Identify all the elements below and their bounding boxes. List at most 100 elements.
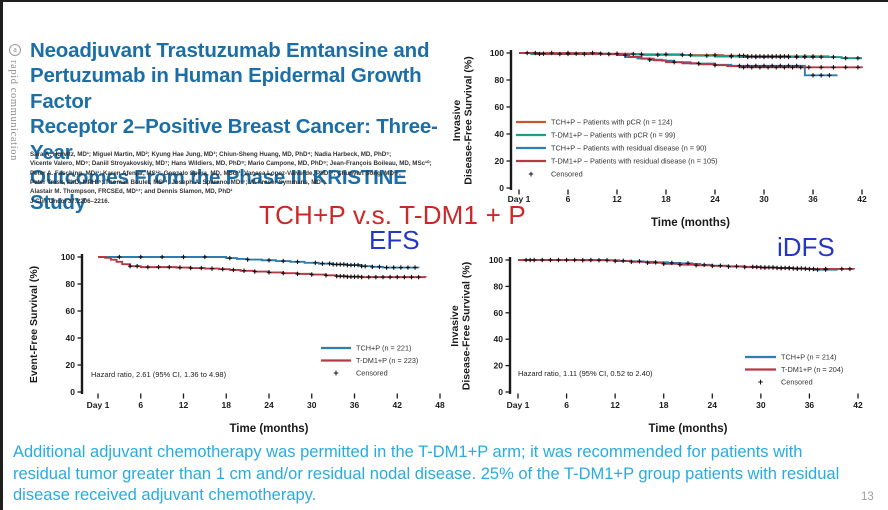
y-axis: 100 80 60 40 20 0 Invasive Disease-Free Surviva… (451, 48, 513, 193)
svg-text:36: 36 (350, 400, 360, 410)
svg-text:20: 20 (494, 361, 504, 371)
svg-text:30: 30 (756, 400, 766, 410)
km-curve-1 (98, 256, 427, 279)
censor-marks-1 (524, 50, 861, 61)
svg-text:40: 40 (495, 129, 505, 139)
svg-text:42: 42 (853, 400, 863, 410)
censor-marks-1 (523, 257, 853, 272)
idfs-chart: 100 80 60 40 20 0 Invasive Disease-Free Surviva… (448, 245, 888, 445)
legend: TCH+P (n = 221) T-DM1+P (n = 223) + Censore… (321, 344, 418, 378)
citation: J Clin Oncol 37:2206–2216. (30, 198, 110, 205)
svg-text:T-DM1+P – Patients with pCR (n: T-DM1+P – Patients with pCR (n = 99) (551, 131, 675, 140)
svg-text:T-DM1+P (n = 223): T-DM1+P (n = 223) (356, 356, 418, 365)
y-axis-title: Invasive (451, 100, 463, 142)
svg-text:24: 24 (708, 400, 718, 410)
svg-text:60: 60 (495, 102, 505, 112)
svg-text:42: 42 (857, 194, 867, 204)
legend: TCH+P – Patients with pCR (n = 124) T-DM1… (516, 118, 718, 179)
svg-text:12: 12 (612, 194, 622, 204)
censor-marks-3 (537, 51, 861, 70)
svg-text:80: 80 (495, 75, 505, 85)
comparison-annotation: TCH+P v.s. T-DM1 + P (259, 200, 526, 230)
y-axis-title: Invasive (449, 305, 461, 347)
x-axis: Day 1 6 12 18 24 30 36 42 Time (months) (508, 189, 867, 229)
svg-text:Day 1: Day 1 (508, 194, 531, 204)
paper-title: Neoadjuvant Trastuzumab Emtansine and Pe… (30, 39, 438, 215)
censor-marks-1 (127, 263, 421, 280)
svg-text:36: 36 (805, 400, 815, 410)
x-axis: Day 1 6 12 18 24 30 36 42 Time (months) (507, 393, 863, 435)
journal-logo-icon: a (9, 44, 21, 56)
svg-text:20: 20 (66, 360, 76, 370)
svg-text:24: 24 (264, 400, 274, 410)
censor-marks-0 (117, 254, 418, 270)
y-axis: 100 80 60 40 20 0 Event-Free Survival (%) (28, 252, 84, 397)
hazard-ratio-annotation: Hazard ratio, 2.61 (95% CI, 1.36 to 4.98… (91, 370, 227, 379)
svg-text:6: 6 (566, 194, 571, 204)
page-number: 13 (861, 491, 874, 503)
y-axis-title: Event-Free Survival (%) (28, 266, 40, 383)
svg-text:40: 40 (494, 334, 504, 344)
author-list: Sara A. Hurvitz, MD¹; Miguel Martin, MD²… (30, 151, 432, 196)
idfs-label: iDFS (777, 232, 835, 262)
x-axis-title: Time (months) (229, 423, 308, 435)
svg-text:42: 42 (393, 400, 403, 410)
svg-text:100: 100 (490, 48, 504, 58)
efs-chart-svg: 100 80 60 40 20 0 Event-Free Survival (%) Day 1… (28, 252, 445, 435)
svg-text:Censored: Censored (551, 170, 583, 179)
svg-text:30: 30 (759, 194, 769, 204)
y-axis: 100 80 60 40 20 0 Invasive Disease-Free Surviva… (449, 255, 512, 397)
svg-text:Day 1: Day 1 (87, 400, 110, 410)
svg-text:36: 36 (808, 194, 818, 204)
svg-text:6: 6 (138, 400, 143, 410)
censored-plus-icon: + (758, 377, 763, 387)
svg-text:80: 80 (66, 279, 76, 289)
svg-text:60: 60 (494, 308, 504, 318)
svg-text:20: 20 (495, 156, 505, 166)
svg-text:0: 0 (498, 387, 503, 397)
idfs-by-pcr-chart: 100 80 60 40 20 0 Invasive Disease-Free Surviva… (448, 30, 888, 242)
svg-text:18: 18 (222, 400, 232, 410)
svg-text:12: 12 (179, 400, 189, 410)
y-axis-title: Disease-Free Survival (%) (463, 56, 475, 184)
km-curve-1 (518, 259, 855, 270)
efs-chart: 100 80 60 40 20 0 Event-Free Survival (%) Day 1… (11, 245, 461, 445)
svg-text:T-DM1+P (n = 204): T-DM1+P (n = 204) (781, 365, 843, 374)
svg-text:0: 0 (70, 387, 75, 397)
svg-text:18: 18 (659, 400, 669, 410)
svg-text:Censored: Censored (356, 369, 388, 378)
svg-text:TCH+P – Patients with pCR (n =: TCH+P – Patients with pCR (n = 124) (551, 118, 673, 127)
svg-text:0: 0 (499, 183, 504, 193)
censored-plus-icon: + (333, 368, 338, 378)
journal-sidebar-label: rapid communication (8, 60, 19, 161)
svg-text:60: 60 (66, 306, 76, 316)
censored-plus-icon: + (528, 169, 533, 179)
svg-text:6: 6 (564, 400, 569, 410)
svg-text:12: 12 (610, 400, 620, 410)
svg-text:18: 18 (661, 194, 671, 204)
svg-text:30: 30 (307, 400, 317, 410)
svg-text:24: 24 (710, 194, 720, 204)
hazard-ratio-annotation: Hazard ratio, 1.11 (95% CI, 0.52 to 2.40… (518, 369, 653, 378)
censor-marks-2 (541, 51, 832, 78)
idfs-chart-svg: 100 80 60 40 20 0 Invasive Disease-Free Surviva… (449, 255, 863, 435)
svg-text:80: 80 (494, 281, 504, 291)
legend: TCH+P (n = 214) T-DM1+P (n = 204) + Censore… (745, 353, 843, 387)
svg-text:TCH+P (n = 221): TCH+P (n = 221) (356, 344, 411, 353)
svg-text:48: 48 (435, 400, 445, 410)
svg-text:TCH+P – Patients with residual: TCH+P – Patients with residual disease (… (551, 144, 707, 153)
svg-text:Censored: Censored (781, 378, 813, 387)
efs-label: EFS (369, 225, 420, 255)
svg-text:40: 40 (66, 333, 76, 343)
svg-text:T-DM1+P – Patients with residu: T-DM1+P – Patients with residual disease… (551, 157, 718, 166)
y-axis-title: Disease-Free Survival (%) (461, 262, 473, 390)
svg-text:100: 100 (61, 252, 75, 262)
x-axis-title: Time (months) (648, 423, 727, 435)
x-axis-title: Time (months) (651, 217, 730, 229)
svg-text:TCH+P (n = 214): TCH+P (n = 214) (781, 353, 836, 362)
footnote: Additional adjuvant chemotherapy was per… (13, 443, 840, 504)
svg-text:Day 1: Day 1 (507, 400, 530, 410)
idfs-by-pcr-chart-svg: 100 80 60 40 20 0 Invasive Disease-Free Surviva… (451, 48, 867, 229)
svg-text:100: 100 (489, 255, 503, 265)
